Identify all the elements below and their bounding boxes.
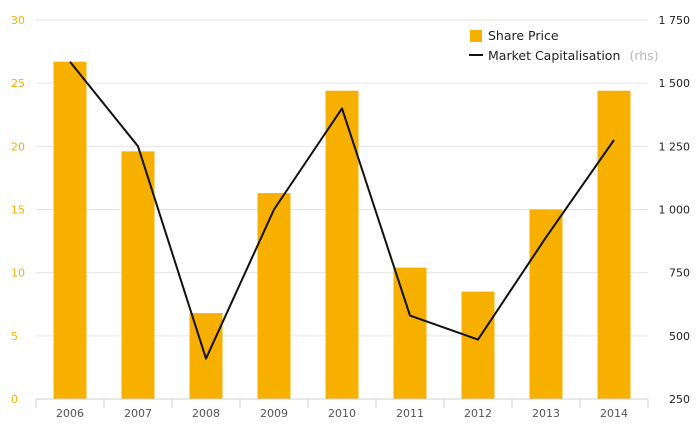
bar-share-price-2007 [121, 151, 155, 399]
x-axis-tick-label-2008: 2008 [192, 407, 220, 420]
left-axis-tick-label: 0 [11, 393, 18, 406]
right-axis-ticks: 250 500 750 1 000 1 250 1 500 1 750 [659, 14, 691, 406]
left-axis-ticks: 0 5 10 15 20 25 30 [11, 14, 25, 406]
legend-label-rhs-suffix: (rhs) [629, 48, 658, 63]
left-axis-tick-label: 30 [11, 14, 25, 27]
bar-share-price-2009 [257, 193, 291, 399]
left-axis-tick-label: 5 [11, 330, 18, 343]
x-axis-ticks: 2006 2007 2008 2009 2010 2011 2012 2013 2014 [35, 399, 649, 420]
right-axis-tick-label: 1 250 [659, 140, 691, 153]
bar-share-price-2011 [393, 267, 427, 399]
bar-share-price-2012 [461, 291, 495, 399]
legend-swatch-share-price [470, 30, 482, 42]
x-axis-tick-label-2007: 2007 [124, 407, 152, 420]
left-axis-tick-label: 15 [11, 204, 25, 217]
market-cap-line-group [69, 61, 615, 360]
bar-share-price-2014 [597, 90, 631, 399]
legend-label-market-cap: Market Capitalisation [488, 48, 620, 63]
x-axis-tick-label-2011: 2011 [396, 407, 424, 420]
legend-label-share-price: Share Price [488, 28, 559, 43]
right-axis-tick-label: 1 000 [659, 204, 691, 217]
left-axis-tick-label: 20 [11, 140, 25, 153]
right-axis-tick-label: 1 750 [659, 14, 691, 27]
right-axis-tick-label: 750 [669, 267, 690, 280]
left-axis-tick-label: 25 [11, 77, 25, 90]
x-axis-tick-label-2009: 2009 [260, 407, 288, 420]
right-axis-tick-label: 250 [669, 393, 690, 406]
left-axis-tick-label: 10 [11, 267, 25, 280]
bar-share-price-2010 [325, 90, 359, 399]
right-axis-tick-label: 500 [669, 330, 690, 343]
x-axis-tick-label-2010: 2010 [328, 407, 356, 420]
legend-label-market-cap-group: Market Capitalisation (rhs) [488, 45, 659, 64]
bar-share-price-2013 [529, 209, 563, 399]
bar-share-price-2006 [53, 61, 87, 399]
x-axis-tick-label-2014: 2014 [600, 407, 628, 420]
market-cap-line [69, 61, 615, 360]
x-axis-tick-label-2012: 2012 [464, 407, 492, 420]
x-axis-tick-label-2013: 2013 [532, 407, 560, 420]
bars [53, 61, 631, 399]
legend: Share Price Market Capitalisation (rhs) [469, 28, 659, 64]
x-axis-tick-label-2006: 2006 [56, 407, 84, 420]
right-axis-tick-label: 1 500 [659, 77, 691, 90]
